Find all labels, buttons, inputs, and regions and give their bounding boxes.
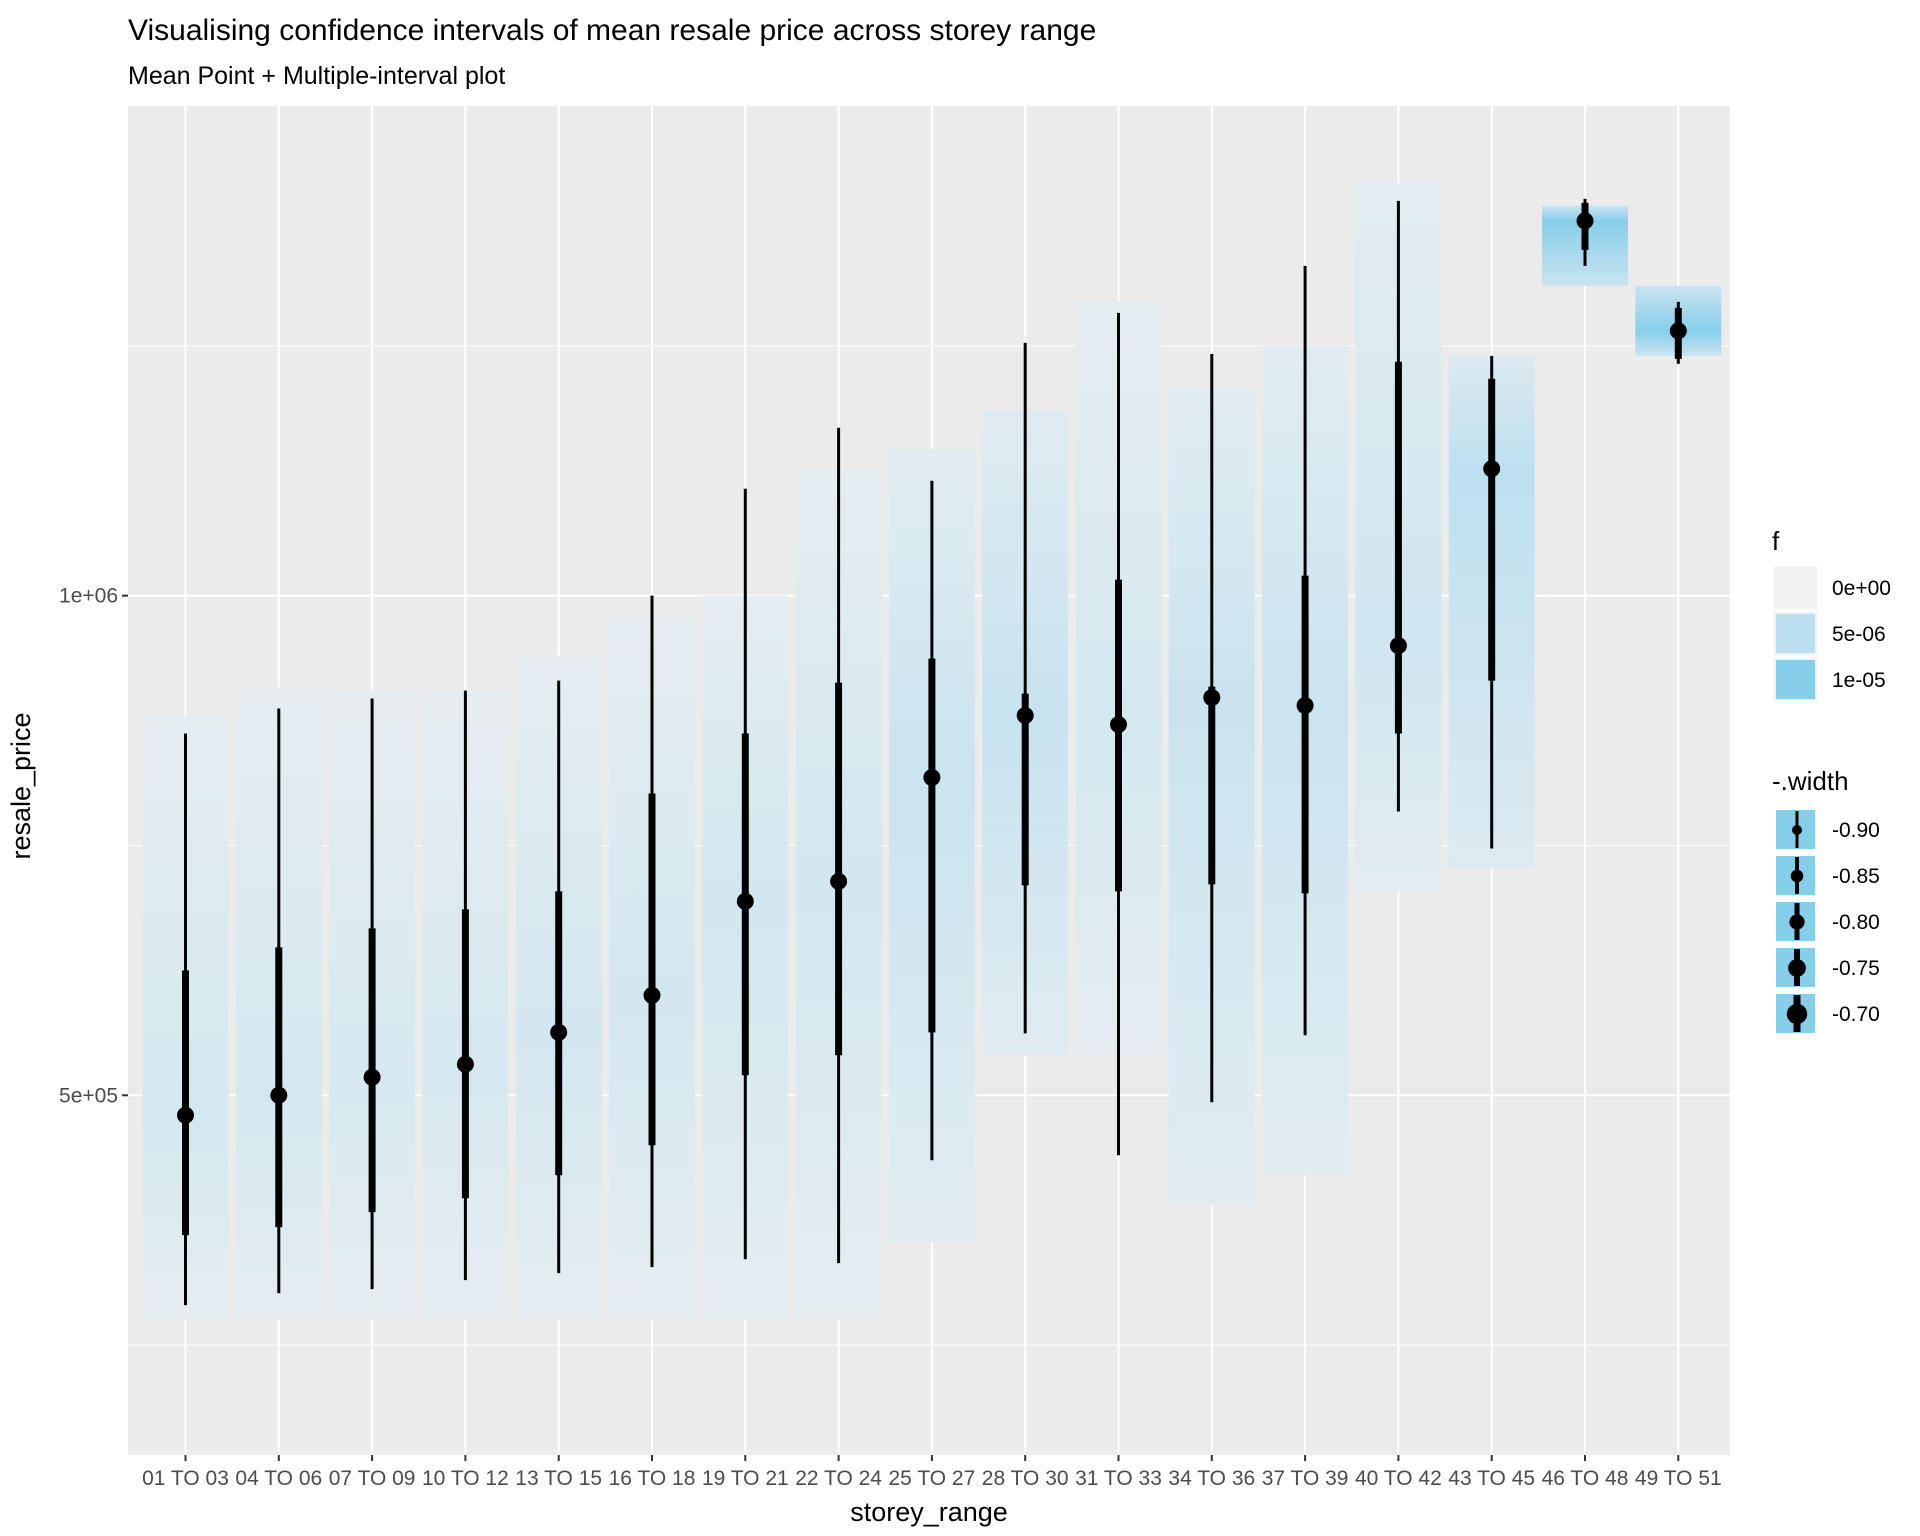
mean-point	[643, 986, 661, 1004]
legend-width: -.width -0.90 -0.85 -0.80 -0.75 -0.70	[1772, 766, 1880, 1033]
legend-width-point	[1790, 869, 1804, 883]
mean-point	[456, 1055, 474, 1073]
mean-point	[363, 1068, 381, 1086]
legend-width-point	[1786, 1003, 1808, 1025]
mean-point	[1110, 716, 1127, 734]
x-axis-ticks: 01 TO 03 04 TO 06 07 TO 09 10 TO 12 13 TO 15…	[142, 1455, 1722, 1490]
mean-point	[177, 1106, 194, 1124]
legend-density: f 0e+00 5e-06 1e-05	[1772, 526, 1891, 701]
legend-width-point	[1789, 914, 1805, 930]
x-axis-title: storey_range	[850, 1497, 1008, 1527]
mean-point	[270, 1086, 288, 1104]
x-tick-label: 10 TO 12	[422, 1467, 509, 1490]
mean-points	[177, 212, 1687, 1124]
chart-title: Visualising confidence intervals of mean…	[128, 14, 1096, 47]
mean-point	[1389, 637, 1407, 655]
mean-point	[1669, 322, 1687, 340]
legend-width-title: -.width	[1772, 766, 1849, 796]
mean-point	[830, 872, 848, 890]
y-tick-label: 5e+05	[59, 1084, 118, 1107]
mean-point	[1203, 689, 1221, 707]
x-tick-label: 25 TO 27	[889, 1467, 976, 1490]
x-tick-label: 19 TO 21	[702, 1467, 789, 1490]
x-tick-label: 07 TO 09	[329, 1467, 416, 1490]
y-axis-title: resale_price	[6, 712, 36, 859]
x-tick-label: 46 TO 48	[1542, 1467, 1629, 1490]
x-tick-label: 34 TO 36	[1168, 1467, 1255, 1490]
y-tick-label: 1e+06	[59, 585, 118, 608]
legend-width-label: -0.70	[1832, 1003, 1880, 1026]
x-tick-label: 37 TO 39	[1262, 1467, 1349, 1490]
legend-density-key	[1776, 568, 1815, 607]
x-tick-label: 28 TO 30	[982, 1467, 1069, 1490]
legend-width-label: -0.75	[1832, 957, 1880, 980]
mean-point	[736, 892, 754, 910]
mean-point	[1296, 697, 1314, 715]
x-tick-label: 13 TO 15	[515, 1467, 602, 1490]
legend-density-title: f	[1772, 526, 1780, 556]
x-tick-label: 22 TO 24	[795, 1467, 882, 1490]
chart-subtitle: Mean Point + Multiple-interval plot	[128, 62, 505, 90]
legend-width-label: -0.80	[1832, 911, 1880, 934]
x-tick-label: 31 TO 33	[1075, 1467, 1162, 1490]
legend-density-key	[1776, 614, 1815, 653]
mean-point	[1576, 212, 1594, 230]
x-tick-label: 43 TO 45	[1448, 1467, 1535, 1490]
x-tick-label: 40 TO 42	[1355, 1467, 1442, 1490]
legend-density-label: 1e-05	[1832, 669, 1886, 692]
x-tick-label: 01 TO 03	[142, 1467, 229, 1490]
legend-density-label: 0e+00	[1832, 577, 1891, 600]
legend-density-label: 5e-06	[1832, 623, 1886, 646]
mean-point	[1483, 460, 1501, 478]
mean-point	[923, 769, 941, 787]
interval-series	[182, 198, 1682, 1306]
y-axis-ticks: 5e+05 1e+06	[59, 585, 128, 1107]
x-tick-label: 49 TO 51	[1635, 1467, 1722, 1490]
mean-point	[1016, 707, 1034, 725]
x-tick-label: 04 TO 06	[235, 1467, 322, 1490]
legend-width-label: -0.90	[1832, 819, 1880, 842]
mean-point	[550, 1023, 568, 1041]
legend-width-point	[1788, 959, 1806, 977]
x-tick-label: 16 TO 18	[609, 1467, 696, 1490]
legend-density-key	[1776, 660, 1815, 699]
legend-width-point	[1792, 825, 1802, 835]
legend-width-label: -0.85	[1832, 865, 1880, 888]
